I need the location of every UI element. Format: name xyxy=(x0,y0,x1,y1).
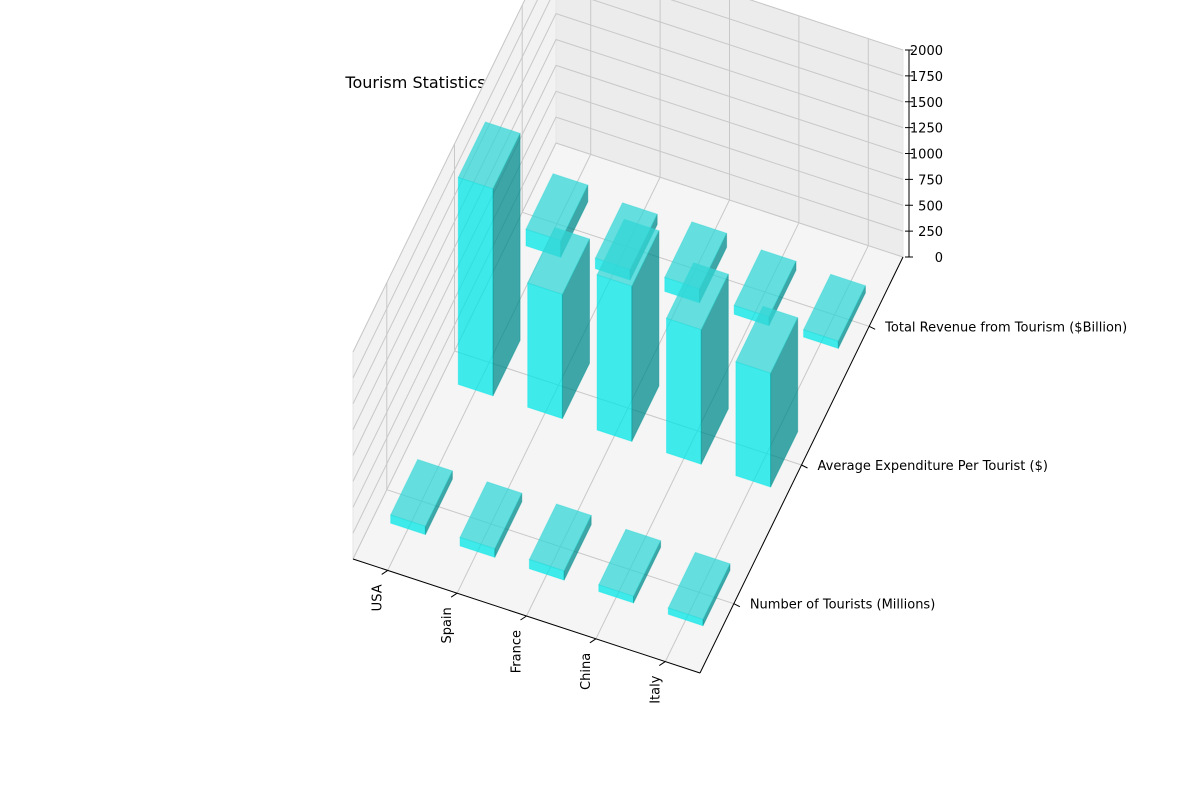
x-grid-line xyxy=(595,15,800,640)
bar-china-1 xyxy=(665,262,730,465)
bar-france-1 xyxy=(596,218,660,443)
grid-lines xyxy=(352,0,904,662)
x-tick xyxy=(450,592,458,598)
bar-front-face xyxy=(457,176,494,397)
bar-top-face xyxy=(457,121,521,190)
x-tick-label: France xyxy=(510,630,525,673)
bar-top-face xyxy=(598,528,662,597)
bar-china-2 xyxy=(733,249,797,327)
bar-front-face xyxy=(666,317,702,465)
y-tick-label: Number of Tourists (Millions) xyxy=(750,598,935,613)
x-grid-line xyxy=(387,0,592,571)
bar-top-face xyxy=(733,249,797,318)
x-tick xyxy=(659,661,666,667)
z-tick-label: 250 xyxy=(918,225,943,240)
z-tick-label: 2000 xyxy=(910,44,943,59)
x-tick-label: China xyxy=(579,653,594,690)
x-grid-line xyxy=(526,0,730,617)
bar-front-face xyxy=(735,361,772,488)
z-tick-label: 1250 xyxy=(910,122,943,137)
bar-top-face xyxy=(802,273,867,342)
z-grid-line xyxy=(352,64,904,482)
bar-usa-0 xyxy=(389,458,454,536)
bar-italy-2 xyxy=(802,273,867,350)
z-grid-line xyxy=(352,116,904,534)
bar-front-face xyxy=(527,282,563,420)
x-tick xyxy=(520,615,527,621)
y-tick-label: Total Revenue from Tourism ($Billion) xyxy=(884,320,1127,335)
x-tick xyxy=(589,638,597,644)
bar-italy-1 xyxy=(735,305,799,488)
x-grid-line xyxy=(664,38,869,662)
bar-top-face xyxy=(389,458,454,527)
y-tick xyxy=(801,464,808,469)
x-tick xyxy=(381,569,388,575)
z-tick-label: 0 xyxy=(935,251,943,266)
bar-top-face xyxy=(667,551,731,620)
z-tick-label: 500 xyxy=(918,199,943,214)
bar-spain-0 xyxy=(459,481,523,558)
axes-group: USA Spain France China Italy Number of Touris… xyxy=(352,44,1127,704)
z-tick-label: 1000 xyxy=(910,148,943,163)
z-grid-line xyxy=(352,0,904,353)
z-grid-line xyxy=(352,0,904,379)
z-grid-line xyxy=(352,142,904,560)
bar-spain-1 xyxy=(526,226,591,420)
bar-top-face xyxy=(735,305,799,374)
z-tick-label: 1750 xyxy=(910,70,943,85)
bar-italy-0 xyxy=(667,551,731,627)
x-grid-line xyxy=(456,0,661,594)
y-tick xyxy=(733,603,741,608)
bar-france-0 xyxy=(528,503,592,581)
z-tick-label: 1500 xyxy=(910,96,943,111)
z-grid-line xyxy=(352,38,904,456)
z-tick-label: 750 xyxy=(918,173,943,188)
y-tick-label: Average Expenditure Per Tourist ($) xyxy=(818,459,1048,474)
y-tick xyxy=(868,325,876,330)
x-tick-label: Spain xyxy=(440,607,455,643)
x-tick-label: USA xyxy=(371,584,386,611)
bars-group xyxy=(389,121,867,627)
bar-usa-1 xyxy=(457,121,521,397)
z-grid-line xyxy=(352,90,904,508)
bar-top-face xyxy=(459,481,523,550)
bar-top-face xyxy=(596,218,660,287)
bar-top-face xyxy=(665,262,730,331)
bar-china-0 xyxy=(598,528,662,604)
x-tick-label: Italy xyxy=(648,675,663,704)
bar-front-face xyxy=(596,274,633,443)
bar-top-face xyxy=(526,226,591,296)
z-grid-line xyxy=(352,0,904,405)
bar-top-face xyxy=(528,503,592,572)
bar-top-face xyxy=(525,173,589,242)
z-grid-line xyxy=(352,12,904,430)
